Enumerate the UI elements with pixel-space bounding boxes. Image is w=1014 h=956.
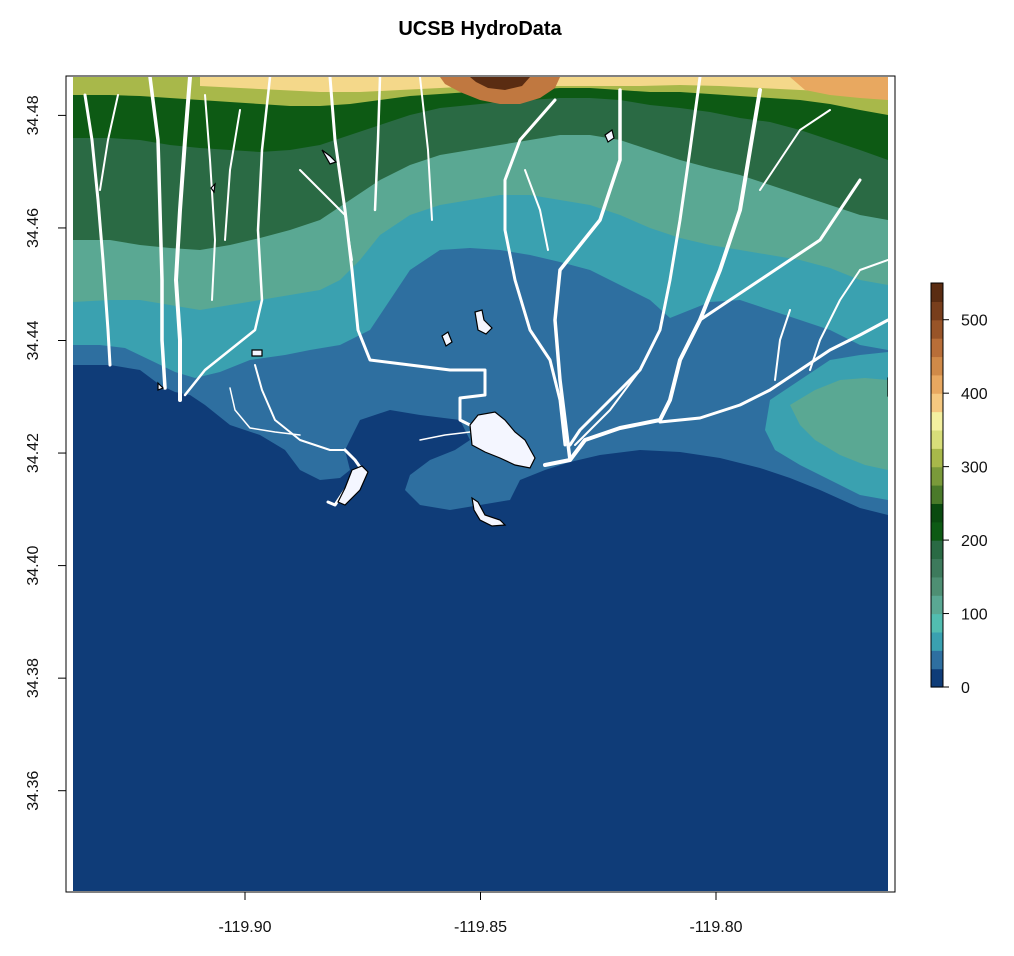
pond-west — [337, 465, 369, 506]
y-tick-label: 34.36 — [25, 771, 42, 811]
legend-color-step — [931, 576, 943, 596]
legend-color-step — [931, 521, 943, 541]
legend-color-step — [931, 595, 943, 615]
legend-color-step — [931, 356, 943, 376]
water-bodies — [157, 128, 888, 527]
legend-color-step — [931, 374, 943, 394]
legend-color-step — [931, 393, 943, 413]
legend-tick-label: 300 — [961, 460, 988, 477]
legend-color-step — [931, 485, 943, 504]
legend-color-step — [931, 668, 943, 688]
legend-color-step — [931, 466, 943, 486]
lagoon-main — [469, 411, 536, 469]
pond-small-2 — [251, 349, 263, 357]
pond-small-5 — [157, 381, 165, 391]
legend-color-step — [931, 650, 943, 670]
east-hills-inner — [790, 378, 888, 470]
legend-color-step — [931, 301, 943, 321]
reservoir-north — [474, 309, 493, 335]
legend-color-step — [931, 448, 943, 468]
pond-small-1 — [441, 331, 453, 347]
y-tick-label: 34.40 — [25, 545, 42, 585]
legend-tick-label: 100 — [961, 607, 988, 624]
y-tick-label: 34.46 — [25, 208, 42, 248]
pond-small-6 — [210, 182, 216, 194]
legend-color-step — [931, 338, 943, 358]
stream-network — [83, 77, 888, 507]
legend-color-step — [931, 503, 943, 523]
legend-tick-label: 500 — [961, 313, 988, 330]
legend-color-step — [931, 558, 943, 578]
x-tick-label: -119.90 — [218, 919, 271, 936]
legend-color-step — [931, 613, 943, 633]
pond-small-4 — [604, 128, 615, 143]
x-tick-label: -119.80 — [689, 919, 742, 936]
legend-frame — [930, 282, 944, 688]
mountain-peak — [440, 77, 560, 104]
x-axis: -119.90 -119.85 -119.80 — [218, 892, 743, 936]
elevation-map — [73, 77, 888, 891]
legend-tick-label: 200 — [961, 533, 988, 550]
y-tick-label: 34.42 — [25, 433, 42, 473]
pond-small-3 — [321, 149, 338, 165]
legend-tick-label: 0 — [961, 680, 970, 697]
legend-color-step — [931, 631, 943, 651]
legend-color-step — [931, 429, 943, 449]
lagoon-south — [471, 496, 507, 527]
legend-tick-label: 400 — [961, 386, 988, 403]
y-axis: 34.36 34.38 34.40 34.42 34.44 34.46 34.48 — [25, 95, 66, 811]
legend-color-step — [931, 319, 943, 339]
y-tick-label: 34.48 — [25, 95, 42, 135]
y-tick-label: 34.44 — [25, 320, 42, 360]
mountain-summit — [470, 77, 530, 90]
page-title: UCSB HydroData — [398, 18, 562, 40]
x-tick-label: -119.85 — [454, 919, 507, 936]
legend-color-step — [931, 540, 943, 560]
elevation-legend: 0 100 200 300 400 500 — [930, 282, 988, 697]
legend-color-step — [931, 411, 943, 431]
ridge-peak-east — [790, 77, 888, 100]
legend-color-step — [931, 283, 943, 302]
y-tick-label: 34.38 — [25, 658, 42, 698]
